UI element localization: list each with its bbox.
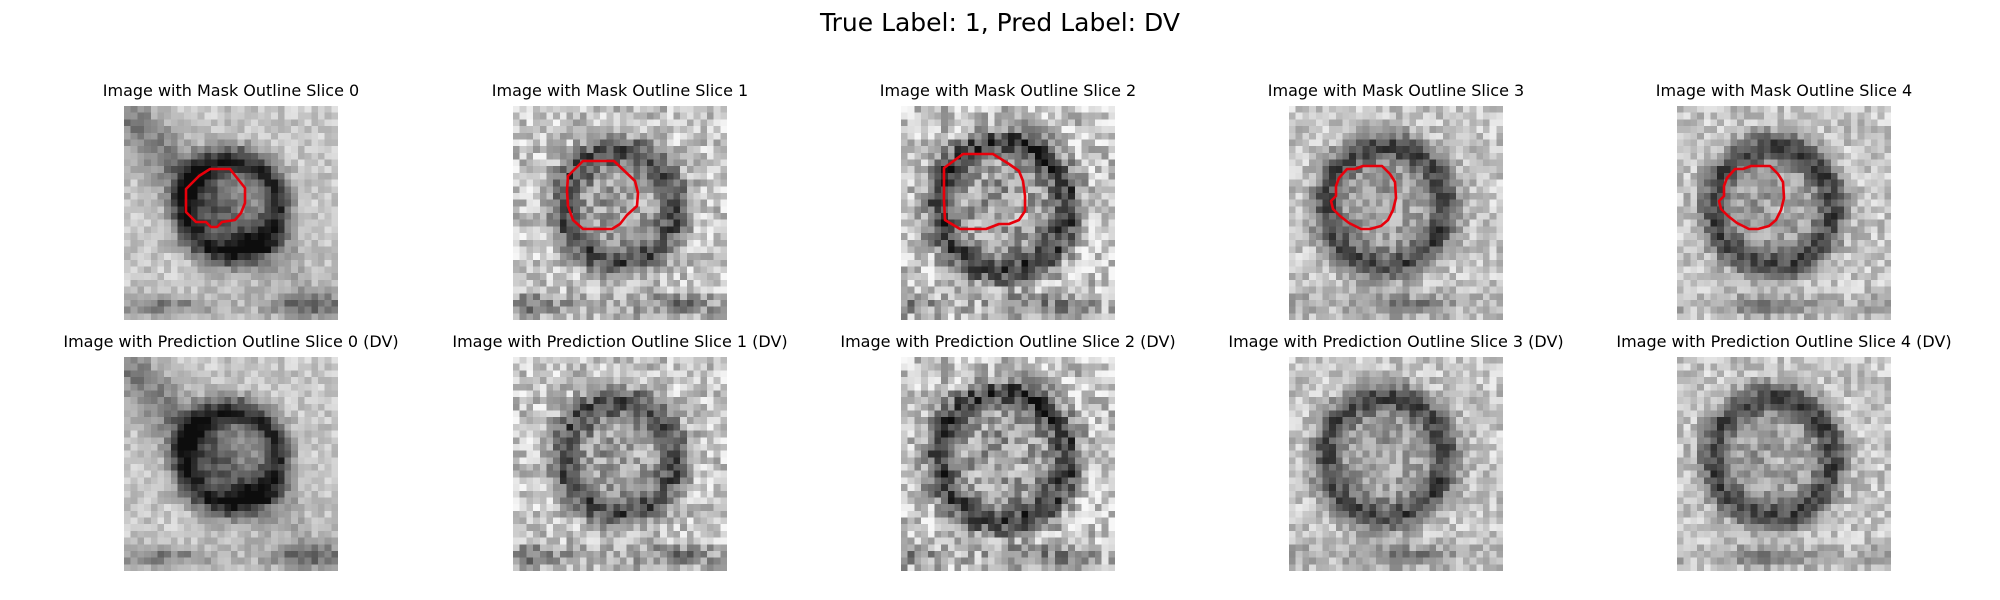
panel-title: Image with Prediction Outline Slice 2 (D… [840, 332, 1176, 351]
slice-image-panel [901, 106, 1115, 320]
slice-image-panel [1289, 106, 1503, 320]
slice-image-panel [513, 106, 727, 320]
panel-title: Image with Mask Outline Slice 4 [1655, 81, 1913, 100]
mask-outline [1329, 164, 1398, 231]
slice-image-panel [124, 357, 338, 571]
mask-outline-overlay [1717, 164, 1786, 231]
mask-outline [184, 167, 247, 229]
slice-image-panel [124, 106, 338, 320]
panel-title: Image with Mask Outline Slice 2 [879, 81, 1137, 100]
panel-title: Image with Mask Outline Slice 3 [1267, 81, 1525, 100]
grayscale-slice-image [513, 357, 727, 571]
grayscale-slice-image [513, 106, 727, 320]
panel-title: Image with Prediction Outline Slice 0 (D… [63, 332, 399, 351]
panel-title: Image with Mask Outline Slice 1 [491, 81, 749, 100]
panel-title: Image with Prediction Outline Slice 1 (D… [452, 332, 788, 351]
grayscale-slice-image [1677, 106, 1891, 320]
slice-image-panel [513, 357, 727, 571]
mask-outline [942, 152, 1027, 231]
mask-outline-overlay [1329, 164, 1398, 231]
panel-title: Image with Prediction Outline Slice 3 (D… [1228, 332, 1564, 351]
figure-title: True Label: 1, Pred Label: DV [820, 8, 1180, 37]
mask-outline-overlay [184, 167, 247, 229]
panel-title: Image with Mask Outline Slice 0 [102, 81, 360, 100]
grayscale-slice-image [901, 106, 1115, 320]
grayscale-slice-image [901, 357, 1115, 571]
mask-outline-overlay [565, 159, 640, 231]
grayscale-slice-image [1677, 357, 1891, 571]
slice-image-panel [901, 357, 1115, 571]
grayscale-slice-image [1289, 357, 1503, 571]
slice-image-panel [1677, 357, 1891, 571]
grayscale-slice-image [1289, 106, 1503, 320]
mask-outline-overlay [942, 152, 1027, 231]
slice-image-panel [1677, 106, 1891, 320]
mask-outline [1717, 164, 1786, 231]
grayscale-slice-image [124, 106, 338, 320]
slice-image-panel [1289, 357, 1503, 571]
panel-title: Image with Prediction Outline Slice 4 (D… [1616, 332, 1952, 351]
grayscale-slice-image [124, 357, 338, 571]
mask-outline [565, 159, 640, 231]
